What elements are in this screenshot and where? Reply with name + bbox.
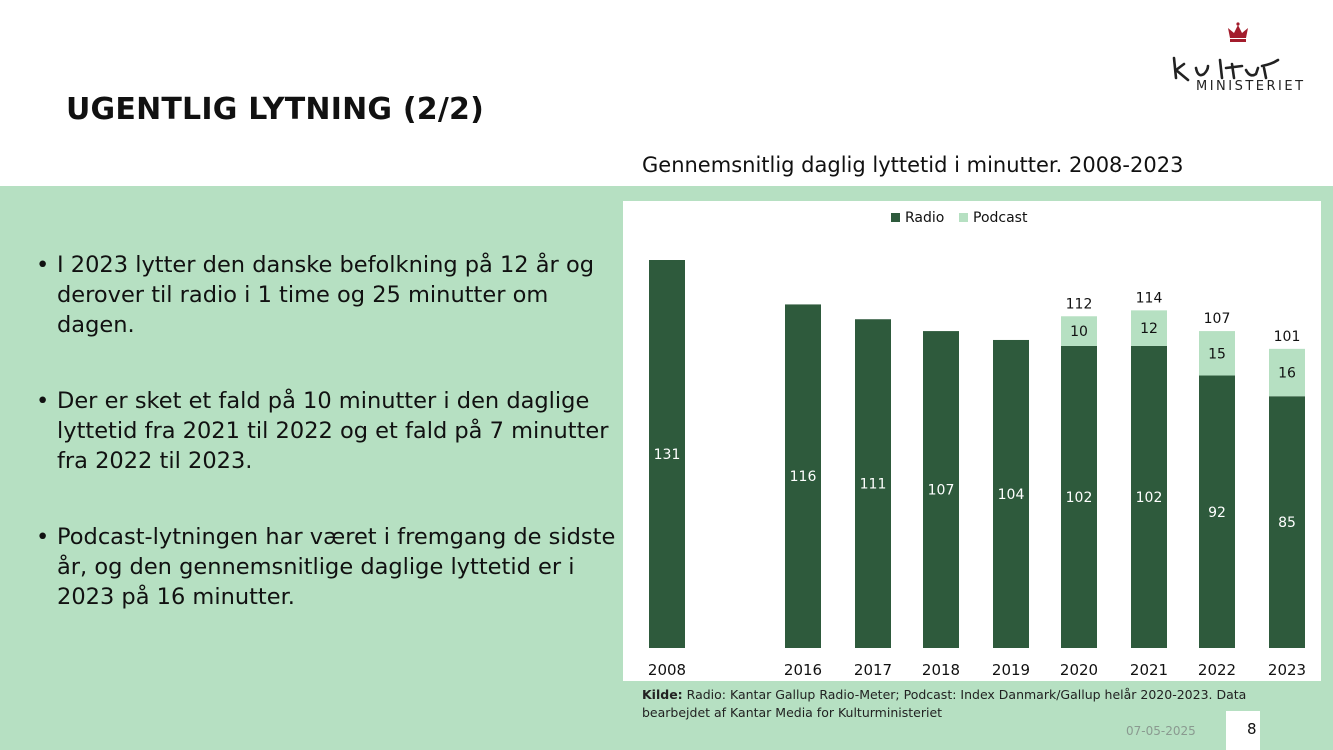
- bar-radio-2020: [1061, 345, 1097, 648]
- kulturministeriet-logo: [1162, 20, 1312, 100]
- legend-swatch-podcast: [959, 213, 968, 222]
- bar-radio-2008: [649, 260, 685, 648]
- x-tick-label-2018: 2018: [922, 661, 960, 679]
- data-label-radio-2018: 107: [928, 483, 955, 499]
- x-tick-label-2016: 2016: [784, 661, 822, 679]
- data-label-total-2023: 101: [1274, 329, 1301, 345]
- data-label-podcast-2020: 10: [1070, 324, 1088, 340]
- data-label-total-2020: 112: [1066, 296, 1093, 312]
- data-label-radio-2016: 116: [790, 469, 817, 485]
- bar-radio-2021: [1131, 345, 1167, 648]
- data-label-podcast-2022: 15: [1208, 346, 1226, 362]
- source-text: Radio: Kantar Gallup Radio-Meter; Podcas…: [642, 687, 1247, 720]
- bullet-item: I 2023 lytter den danske befolkning på 1…: [36, 250, 616, 340]
- crown-icon: [1228, 25, 1248, 38]
- bullet-list: I 2023 lytter den danske befolkning på 1…: [36, 250, 616, 658]
- bar-podcast-2020: [1061, 316, 1097, 346]
- bar-radio-2022: [1199, 375, 1235, 648]
- legend-swatch-radio: [891, 213, 900, 222]
- data-label-podcast-2021: 12: [1140, 321, 1158, 337]
- data-label-radio-2020: 102: [1066, 490, 1093, 506]
- x-tick-label-2020: 2020: [1060, 661, 1098, 679]
- x-tick-label-2021: 2021: [1130, 661, 1168, 679]
- bar-podcast-2021: [1131, 310, 1167, 346]
- logo-signature-icon: [1172, 22, 1280, 82]
- legend-label-podcast: Podcast: [973, 210, 1028, 226]
- source-note: Kilde: Radio: Kantar Gallup Radio-Meter;…: [642, 686, 1302, 722]
- x-tick-label-2023: 2023: [1268, 661, 1306, 679]
- legend-label-radio: Radio: [905, 210, 944, 226]
- bar-radio-2018: [923, 331, 959, 648]
- data-label-total-2021: 114: [1136, 290, 1163, 306]
- page-title: UGENTLIG LYTNING (2/2): [66, 92, 484, 127]
- chart-panel: 131 2008 116 2016 111 2017 107 2018 104 2019 102 10…: [623, 201, 1321, 681]
- bar-podcast-2022: [1199, 331, 1235, 376]
- data-label-radio-2019: 104: [998, 487, 1025, 503]
- data-label-radio-2021: 102: [1136, 490, 1163, 506]
- bar-radio-2019: [993, 339, 1029, 648]
- data-label-radio-2023: 85: [1278, 515, 1296, 531]
- bar-radio-2023: [1269, 396, 1305, 648]
- footer-date: 07-05-2025: [1126, 724, 1196, 738]
- stacked-bar-chart: 131 2008 116 2016 111 2017 107 2018 104 2019 102 10…: [648, 210, 1306, 679]
- logo-ministeriet-text: MINISTERIET: [1196, 79, 1306, 94]
- x-tick-label-2019: 2019: [992, 661, 1030, 679]
- bullet-item: Podcast-lytningen har været i fremgang d…: [36, 522, 616, 612]
- bar-radio-2016: [785, 304, 821, 648]
- x-tick-label-2008: 2008: [648, 661, 686, 679]
- bullet-item: Der er sket et fald på 10 minutter i den…: [36, 386, 616, 476]
- chart-title: Gennemsnitlig daglig lyttetid i minutter…: [642, 153, 1184, 177]
- data-label-total-2022: 107: [1204, 311, 1231, 327]
- bar-radio-2017: [855, 319, 891, 648]
- source-label: Kilde:: [642, 687, 683, 702]
- x-tick-label-2022: 2022: [1198, 661, 1236, 679]
- data-label-radio-2008: 131: [654, 447, 681, 463]
- data-label-podcast-2023: 16: [1278, 366, 1296, 382]
- bar-podcast-2023: [1269, 348, 1305, 397]
- data-label-radio-2017: 111: [860, 477, 887, 493]
- page-number: 8: [1247, 720, 1257, 738]
- page-number-box: [1226, 711, 1260, 750]
- data-label-radio-2022: 92: [1208, 505, 1226, 521]
- x-tick-label-2017: 2017: [854, 661, 892, 679]
